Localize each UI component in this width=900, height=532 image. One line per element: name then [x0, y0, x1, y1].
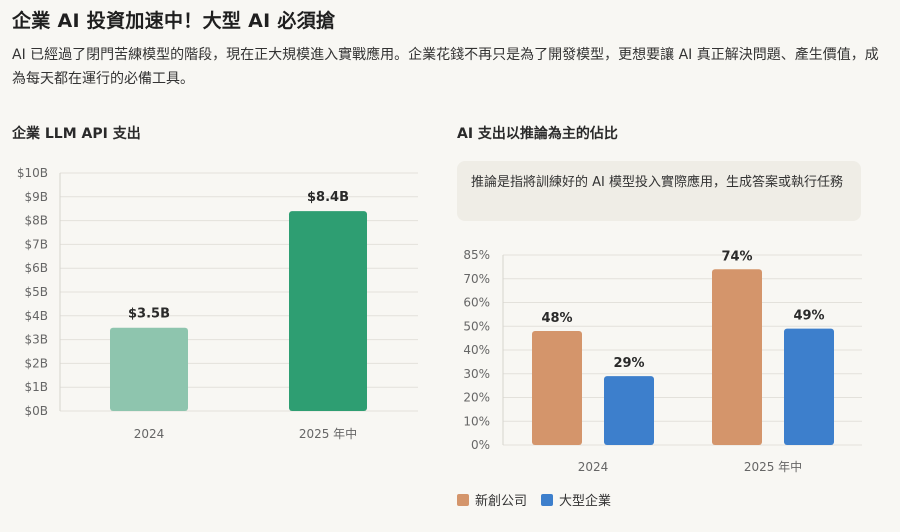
- left-y-tick-label: $3B: [24, 333, 48, 347]
- left-y-tick-label: $4B: [24, 309, 48, 323]
- inference-note: 推論是指將訓練好的 AI 模型投入實際應用，生成答案或執行任務: [457, 161, 861, 221]
- left-y-tick-label: $1B: [24, 380, 48, 394]
- left-y-tick-label: $5B: [24, 285, 48, 299]
- right-y-tick-label: 0%: [471, 438, 490, 452]
- left-bar: [289, 211, 367, 411]
- left-chart-title: 企業 LLM API 支出: [12, 126, 141, 142]
- left-x-tick-label: 2025 年中: [299, 426, 357, 441]
- right-data-label: 49%: [793, 309, 824, 324]
- right-data-label: 29%: [613, 356, 644, 371]
- right-y-tick-label: 10%: [463, 414, 490, 428]
- right-y-tick-label: 20%: [463, 391, 490, 405]
- right-y-tick-label: 60%: [463, 296, 490, 310]
- left-y-tick-label: $0B: [24, 404, 48, 418]
- page-title: 企業 AI 投資加速中！大型 AI 必須搶: [12, 10, 336, 32]
- left-y-tick-label: $6B: [24, 261, 48, 275]
- intro-paragraph: AI 已經過了閉門苦練模型的階段，現在正大規模進入實戰應用。企業花錢不再只是為了…: [12, 47, 879, 87]
- left-data-label: $8.4B: [307, 190, 349, 205]
- legend-label-startup: 新創公司: [475, 494, 528, 509]
- legend-swatch-enterprise: [541, 493, 554, 506]
- left-y-tick-label: $10B: [17, 166, 48, 180]
- right-y-tick-label: 85%: [463, 248, 490, 262]
- right-y-tick-label: 50%: [463, 319, 490, 333]
- right-chart-title: AI 支出以推論為主的佔比: [457, 126, 618, 142]
- legend-item-enterprise: 大型企業: [541, 490, 611, 509]
- right-data-label: 48%: [541, 311, 572, 326]
- right-x-tick-label: 2024: [578, 460, 609, 474]
- left-y-tick-label: $2B: [24, 356, 48, 370]
- left-y-tick-label: $9B: [24, 190, 48, 204]
- right-y-tick-label: 40%: [463, 343, 490, 357]
- right-x-tick-label: 2025 年中: [744, 459, 802, 474]
- right-bar: [604, 376, 654, 445]
- left-x-tick-label: 2024: [134, 427, 165, 441]
- left-data-label: $3.5B: [128, 307, 170, 322]
- left-y-tick-label: $7B: [24, 237, 48, 251]
- legend-swatch-startup: [457, 493, 469, 506]
- legend: 新創公司 大型企業: [457, 490, 611, 509]
- right-y-tick-label: 70%: [463, 272, 490, 286]
- right-y-tick-label: 30%: [463, 367, 490, 381]
- right-data-label: 74%: [721, 249, 752, 264]
- left-y-tick-label: $8B: [24, 214, 48, 228]
- right-bar: [532, 331, 582, 445]
- legend-item-startup: 新創公司: [457, 490, 527, 509]
- legend-label-enterprise: 大型企業: [559, 494, 612, 509]
- right-bar: [784, 328, 834, 445]
- right-bar: [712, 269, 762, 445]
- left-bar: [110, 327, 188, 411]
